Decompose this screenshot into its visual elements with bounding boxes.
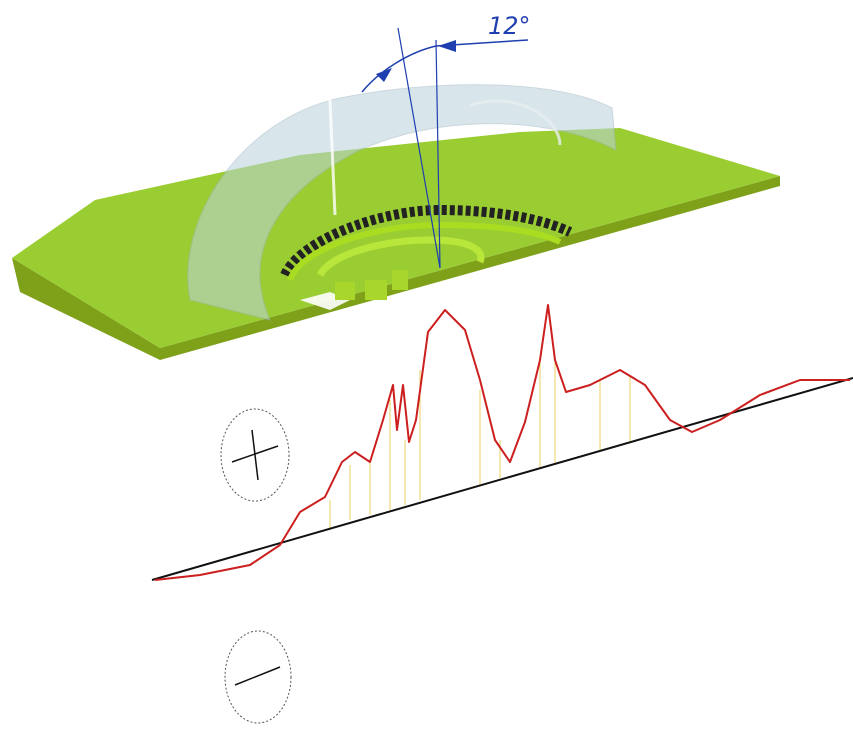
ring-tab [392, 270, 408, 290]
ring-tab [335, 282, 355, 300]
profile-curve [154, 304, 850, 581]
hatch [329, 360, 631, 530]
axis-line [397, 27, 441, 269]
plate-top [12, 128, 780, 348]
ring-tab [365, 280, 387, 300]
arrow-head [376, 68, 392, 82]
plus-circle [220, 408, 290, 502]
ring-inner [316, 236, 485, 277]
plus-sign [251, 429, 259, 481]
baseline [151, 377, 853, 581]
minus-circle [224, 630, 292, 724]
dome-rib [469, 99, 562, 146]
angle-label: 12° [488, 12, 531, 40]
ring-teeth [280, 204, 573, 278]
axis-line [435, 39, 441, 269]
arrow-head [438, 40, 456, 52]
dome-rib [328, 99, 337, 216]
dome [187, 84, 617, 321]
minus-sign [234, 666, 281, 686]
angle-arc [361, 39, 529, 93]
